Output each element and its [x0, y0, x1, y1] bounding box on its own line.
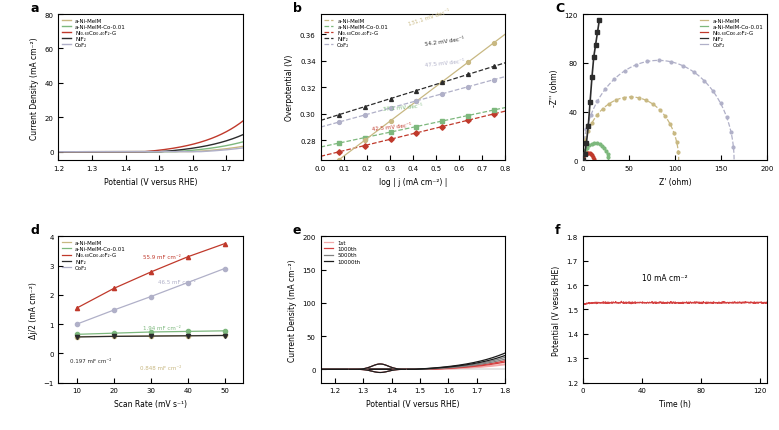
Y-axis label: Overpotential (V): Overpotential (V) [285, 55, 294, 121]
Text: 54.2 mV dec⁻¹: 54.2 mV dec⁻¹ [425, 36, 464, 46]
X-axis label: Z' (ohm): Z' (ohm) [659, 177, 691, 186]
Text: 0.848 mF cm⁻²: 0.848 mF cm⁻² [139, 365, 181, 370]
X-axis label: Potential (V versus RHE): Potential (V versus RHE) [104, 177, 198, 186]
Legend: a-Ni-MelM, a-Ni-MelM-Co-0.01, Ni₀.₆₀Co₀.₄₀F₂-G, NiF₂, CoF₂: a-Ni-MelM, a-Ni-MelM-Co-0.01, Ni₀.₆₀Co₀.… [62, 18, 127, 49]
Text: 131.1 mV dec⁻¹: 131.1 mV dec⁻¹ [408, 9, 451, 27]
Legend: a-Ni-MelM, a-Ni-MelM-Co-0.01, Ni₀.₆₀Co₀.₄₀F₂-G, NiF₂, CoF₂: a-Ni-MelM, a-Ni-MelM-Co-0.01, Ni₀.₆₀Co₀.… [699, 18, 764, 49]
Text: d: d [30, 224, 40, 237]
Text: 47.5 mV dec⁻¹: 47.5 mV dec⁻¹ [425, 58, 464, 68]
Text: e: e [293, 224, 301, 237]
X-axis label: Potential (V versus RHE): Potential (V versus RHE) [366, 399, 460, 408]
Text: b: b [293, 2, 301, 15]
Text: 37.1 mV dec⁻¹: 37.1 mV dec⁻¹ [382, 103, 423, 111]
Text: a: a [30, 2, 39, 15]
Y-axis label: -Z'' (ohm): -Z'' (ohm) [550, 69, 559, 107]
X-axis label: log | j (mA cm⁻²) |: log | j (mA cm⁻²) | [379, 177, 447, 186]
Text: C: C [555, 2, 564, 15]
Text: 42.5 mV dec⁻¹: 42.5 mV dec⁻¹ [372, 122, 411, 132]
Y-axis label: Δj/2 (mA cm⁻²): Δj/2 (mA cm⁻²) [29, 281, 37, 338]
Text: 46.5 mF cm⁻²: 46.5 mF cm⁻² [158, 279, 196, 284]
Legend: a-Ni-MelM, a-Ni-MelM-Co-0.01, Ni₀.₆₀Co₀.₄₀F₂-G, NiF₂, CoF₂: a-Ni-MelM, a-Ni-MelM-Co-0.01, Ni₀.₆₀Co₀.… [323, 18, 389, 49]
Text: 0.197 mF cm⁻²: 0.197 mF cm⁻² [69, 358, 111, 362]
Y-axis label: Current Density (mA cm⁻²): Current Density (mA cm⁻²) [30, 37, 39, 139]
X-axis label: Time (h): Time (h) [659, 399, 691, 408]
Text: 1.94 mF cm⁻²: 1.94 mF cm⁻² [143, 326, 182, 331]
Text: f: f [555, 224, 561, 237]
Y-axis label: Current Density (mA cm⁻²): Current Density (mA cm⁻²) [287, 258, 297, 361]
Y-axis label: Potential (V vesus RHE): Potential (V vesus RHE) [552, 265, 561, 355]
Text: 10 mA cm⁻²: 10 mA cm⁻² [642, 273, 687, 283]
X-axis label: Scan Rate (mV s⁻¹): Scan Rate (mV s⁻¹) [115, 399, 187, 408]
Legend: a-Ni-MelM, a-Ni-MelM-Co-0.01, Ni₀.₆₀Co₀.₄₀F₂-G, NiF₂, CoF₂: a-Ni-MelM, a-Ni-MelM-Co-0.01, Ni₀.₆₀Co₀.… [62, 240, 127, 271]
Legend: 1st, 1000th, 5000th, 10000th: 1st, 1000th, 5000th, 10000th [323, 240, 361, 265]
Text: 55.9 mF cm⁻²: 55.9 mF cm⁻² [143, 255, 182, 260]
